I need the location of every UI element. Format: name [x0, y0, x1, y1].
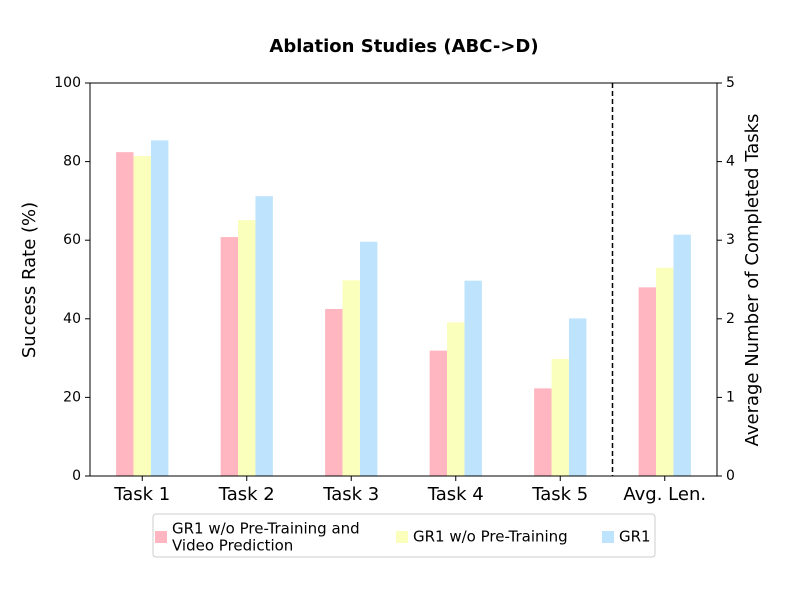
y2-tick-label: 0: [726, 468, 735, 484]
bar: [116, 152, 134, 476]
y-tick-label: 40: [63, 311, 81, 327]
bar: [638, 287, 657, 476]
bar: [429, 350, 448, 476]
x-tick-label: Task 4: [427, 484, 484, 505]
legend-label: GR1 w/o Pre-Training: [413, 528, 568, 546]
y-tick-label: 60: [63, 232, 81, 248]
y-tick-label: 20: [63, 389, 81, 405]
bar: [238, 220, 256, 476]
bar: [447, 322, 465, 476]
y-axis-label: Success Rate (%): [19, 202, 40, 358]
y2-axis-label: Average Number of Completed Tasks: [742, 114, 763, 447]
y2-tick-label: 3: [726, 232, 735, 248]
x-tick-label: Task 5: [531, 484, 588, 505]
chart-title: Ablation Studies (ABC->D): [269, 36, 538, 57]
bar: [255, 196, 273, 476]
legend-label: GR1: [619, 528, 651, 546]
legend-swatch: [396, 531, 408, 543]
legend-label: GR1 w/o Pre-Training and Video Prediction: [172, 519, 360, 554]
y-tick-label: 100: [54, 75, 81, 91]
x-tick-label: Task 1: [113, 484, 170, 505]
plot-frame: [89, 82, 718, 477]
bar: [534, 388, 552, 476]
y2-tick-label: 5: [726, 75, 735, 91]
bar: [342, 280, 360, 476]
x-tick-label: Task 2: [218, 484, 275, 505]
y2-tick-label: 4: [726, 154, 735, 170]
x-tick-label: Task 3: [322, 484, 379, 505]
bar: [568, 318, 587, 476]
bar: [464, 280, 482, 476]
bar: [150, 140, 169, 477]
x-tick-label: Avg. Len.: [623, 484, 706, 505]
bar: [133, 156, 151, 476]
legend-swatch: [155, 531, 167, 543]
y2-tick-label: 1: [726, 389, 735, 405]
bar: [359, 241, 378, 476]
y-tick-label: 0: [72, 468, 81, 484]
y2-tick-label: 2: [726, 311, 735, 327]
bar: [551, 358, 569, 476]
bar: [673, 234, 691, 476]
bar: [220, 237, 239, 476]
legend-swatch: [602, 531, 614, 543]
bar: [656, 267, 674, 476]
y-tick-label: 80: [63, 154, 81, 170]
bar: [325, 308, 343, 476]
